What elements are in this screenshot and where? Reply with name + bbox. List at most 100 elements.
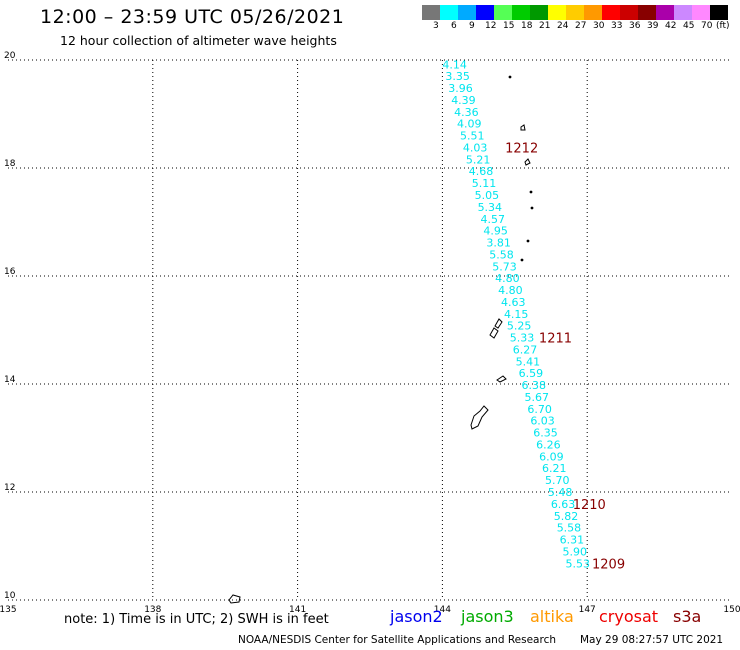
wave-height-value: 3.96 (448, 82, 473, 95)
track-time-label: 1212 (505, 141, 538, 156)
legend-swatch (530, 5, 548, 20)
y-tick-label: 20 (4, 51, 16, 61)
islet-dot (529, 190, 533, 194)
legend-swatch (638, 5, 656, 20)
wave-height-value: 6.38 (522, 379, 547, 392)
x-tick-label: 147 (579, 605, 596, 615)
legend-label: 27 (575, 21, 587, 31)
wave-height-value: 5.82 (554, 510, 579, 523)
wave-height-value: 5.21 (466, 153, 491, 166)
wave-height-value: 4.09 (457, 118, 482, 131)
island-outline (524, 158, 531, 166)
track-time-label: 1209 (592, 557, 625, 572)
x-tick-label: 135 (0, 605, 17, 615)
wave-height-value: 5.48 (548, 486, 573, 499)
timestamp-text: May 29 08:27:57 UTC 2021 (580, 634, 724, 646)
altimeter-track: 4.143.353.964.394.364.095.514.035.214.68… (442, 58, 590, 570)
wave-height-value: 6.63 (551, 498, 576, 511)
wave-height-value: 5.34 (478, 201, 503, 214)
satellite-jason3-label: jason3 (461, 607, 514, 626)
x-tick-label: 141 (289, 605, 306, 615)
y-tick-label: 10 (4, 591, 16, 601)
satellite-jason2-label: jason2 (390, 607, 443, 626)
wave-height-value: 6.59 (519, 367, 544, 380)
wave-height-value: 4.63 (501, 296, 526, 309)
wave-height-value: 6.26 (536, 438, 561, 451)
island-outlines (228, 75, 534, 604)
island-outline (489, 327, 499, 339)
islet-dot (530, 206, 534, 210)
legend-label: 15 (503, 21, 515, 31)
wave-height-value: 3.81 (486, 237, 511, 250)
wave-height-value: 6.70 (527, 403, 552, 416)
legend-label: 12 (485, 21, 497, 31)
wave-height-value: 4.95 (483, 225, 508, 238)
y-tick-label: 14 (4, 375, 16, 385)
legend-unit: (ft) (716, 21, 730, 31)
wave-height-value: 5.53 (565, 557, 590, 570)
legend-swatch (656, 5, 674, 20)
wave-height-value: 5.90 (563, 545, 588, 558)
track-time-label: 1210 (573, 498, 606, 513)
legend-swatch (602, 5, 620, 20)
y-tick-label: 16 (4, 267, 16, 277)
axis-tick-labels: 135 138 141 144 147 150 10 12 14 16 18 20 (0, 51, 740, 615)
wave-height-value: 5.58 (557, 522, 582, 535)
legend-label: 9 (469, 21, 475, 31)
track-time-labels: 1212 1211 1210 1209 (505, 141, 625, 572)
color-legend (422, 5, 728, 20)
wave-height-value: 5.11 (472, 177, 497, 190)
x-tick-label: 138 (144, 605, 161, 615)
wave-height-value: 4.80 (495, 272, 520, 285)
legend-label: 3 (433, 21, 439, 31)
wave-height-value: 4.68 (469, 165, 494, 178)
wave-height-value: 4.39 (451, 94, 476, 107)
legend-swatch (710, 5, 728, 20)
footnote: note: 1) Time is in UTC; 2) SWH is in fe… (64, 612, 329, 627)
legend-label: 45 (683, 21, 695, 31)
islet-dot (526, 239, 530, 243)
wave-height-value: 6.21 (542, 462, 567, 475)
wave-height-value: 5.25 (507, 320, 532, 333)
satellite-altika-label: altika (530, 607, 574, 626)
legend-label: 42 (665, 21, 677, 31)
page-title: 12:00 – 23:59 UTC 05/26/2021 (40, 6, 345, 28)
wave-height-value: 5.67 (524, 391, 549, 404)
legend-swatch (566, 5, 584, 20)
legend-label: 6 (451, 21, 457, 31)
wave-height-value: 5.33 (510, 332, 535, 345)
wave-height-value: 5.05 (475, 189, 500, 202)
legend-swatch (674, 5, 692, 20)
legend-swatch (494, 5, 512, 20)
islet-dot (520, 258, 524, 262)
legend-swatch (584, 5, 602, 20)
x-tick-label: 144 (434, 605, 451, 615)
island-outline (494, 318, 503, 329)
x-tick-label: 150 (723, 605, 740, 615)
legend-swatch (620, 5, 638, 20)
wave-height-value: 6.27 (513, 343, 538, 356)
legend-swatch (440, 5, 458, 20)
legend-swatch (548, 5, 566, 20)
wave-height-value: 5.70 (545, 474, 570, 487)
island-outline (228, 594, 241, 604)
legend-label: 30 (593, 21, 605, 31)
wave-height-value: 4.36 (454, 106, 479, 119)
legend-swatch (458, 5, 476, 20)
wave-height-value: 6.03 (530, 415, 555, 428)
wave-height-value: 6.09 (539, 450, 564, 463)
wave-height-value: 4.57 (480, 213, 505, 226)
credit-text: NOAA/NESDIS Center for Satellite Applica… (238, 634, 556, 646)
satellite-cryosat-label: cryosat (599, 607, 659, 626)
wave-height-value: 5.73 (492, 260, 517, 273)
legend-labels: 3 6 9 12 15 18 21 24 27 30 33 36 39 42 4… (422, 21, 740, 35)
legend-label: 21 (539, 21, 551, 31)
y-tick-label: 18 (4, 159, 16, 169)
legend-label: 70 (701, 21, 713, 31)
wave-height-value: 3.35 (445, 70, 470, 83)
legend-label: 18 (521, 21, 533, 31)
legend-label: 33 (611, 21, 623, 31)
wave-height-value: 4.03 (463, 141, 488, 154)
y-tick-label: 12 (4, 483, 15, 493)
